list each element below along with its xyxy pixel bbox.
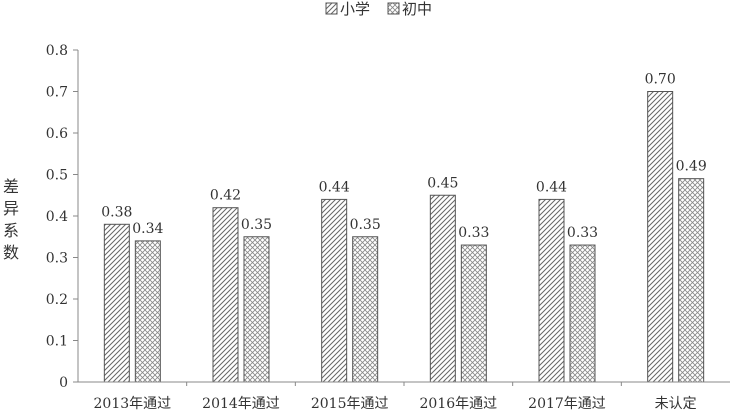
x-axis: 2013年通过 2014年通过 2015年通过 2016年通过 2017年通过 未认定 <box>78 381 730 412</box>
bar-middle <box>134 240 161 383</box>
y-tick-label: 0.8 <box>46 43 68 59</box>
bar-primary <box>212 207 239 383</box>
y-axis: 0 0.1 0.2 0.3 0.4 0.5 0.6 0.7 0.8 <box>46 43 79 391</box>
bar-value-label: 0.70 <box>645 72 676 88</box>
y-tick-label: 0.5 <box>46 168 68 184</box>
x-category-label: 2013年通过 <box>94 396 172 412</box>
legend: 小学 初中 <box>325 0 432 18</box>
y-tick-label: 0.6 <box>46 126 68 142</box>
y-tick-label: 0.7 <box>46 85 68 101</box>
bar-value-label: 0.34 <box>132 221 163 237</box>
bar-middle <box>460 244 487 383</box>
legend-label-middle: 初中 <box>402 0 432 18</box>
x-category-label: 2014年通过 <box>202 396 280 412</box>
bar-primary <box>429 194 456 383</box>
bar-value-label: 0.45 <box>427 175 458 191</box>
bar-value-label: 0.35 <box>350 217 381 233</box>
bar-value-label: 0.33 <box>458 225 489 241</box>
bar-middle <box>678 178 705 383</box>
bar-middle <box>352 236 379 383</box>
y-tick-label: 0 <box>59 375 68 391</box>
legend-label-primary: 小学 <box>340 0 370 18</box>
bar-primary <box>538 198 565 383</box>
legend-swatch-middle <box>387 2 400 15</box>
bar-value-label: 0.49 <box>676 159 707 175</box>
y-axis-label-char-3: 系 <box>3 221 19 240</box>
bar-value-label: 0.44 <box>319 179 350 195</box>
bar-value-label: 0.35 <box>241 217 272 233</box>
bar-middle <box>569 244 596 383</box>
y-tick-label: 0.2 <box>46 292 68 308</box>
bar-primary <box>321 198 348 383</box>
bar-primary <box>103 223 130 383</box>
bar-value-label: 0.33 <box>567 225 598 241</box>
y-tick-label: 0.4 <box>46 209 68 225</box>
bar-value-label: 0.44 <box>536 179 567 195</box>
bar-middle <box>243 236 270 383</box>
x-category-label: 2016年通过 <box>420 396 498 412</box>
bar-value-label: 0.42 <box>210 188 241 204</box>
y-axis-label-char-1: 差 <box>3 177 19 196</box>
bar-value-label: 0.38 <box>101 204 132 220</box>
legend-swatch-primary <box>325 2 338 15</box>
x-category-label: 未认定 <box>655 396 697 412</box>
bars: 0.380.340.420.350.440.350.450.330.440.33… <box>101 72 707 383</box>
y-tick-label: 0.3 <box>46 251 68 267</box>
y-axis-label-char-4: 数 <box>3 243 19 262</box>
y-axis-label-char-2: 异 <box>3 199 19 218</box>
y-tick-label: 0.1 <box>46 334 68 350</box>
x-category-label: 2015年通过 <box>311 396 389 412</box>
x-category-label: 2017年通过 <box>528 396 606 412</box>
bar-primary <box>647 91 674 383</box>
